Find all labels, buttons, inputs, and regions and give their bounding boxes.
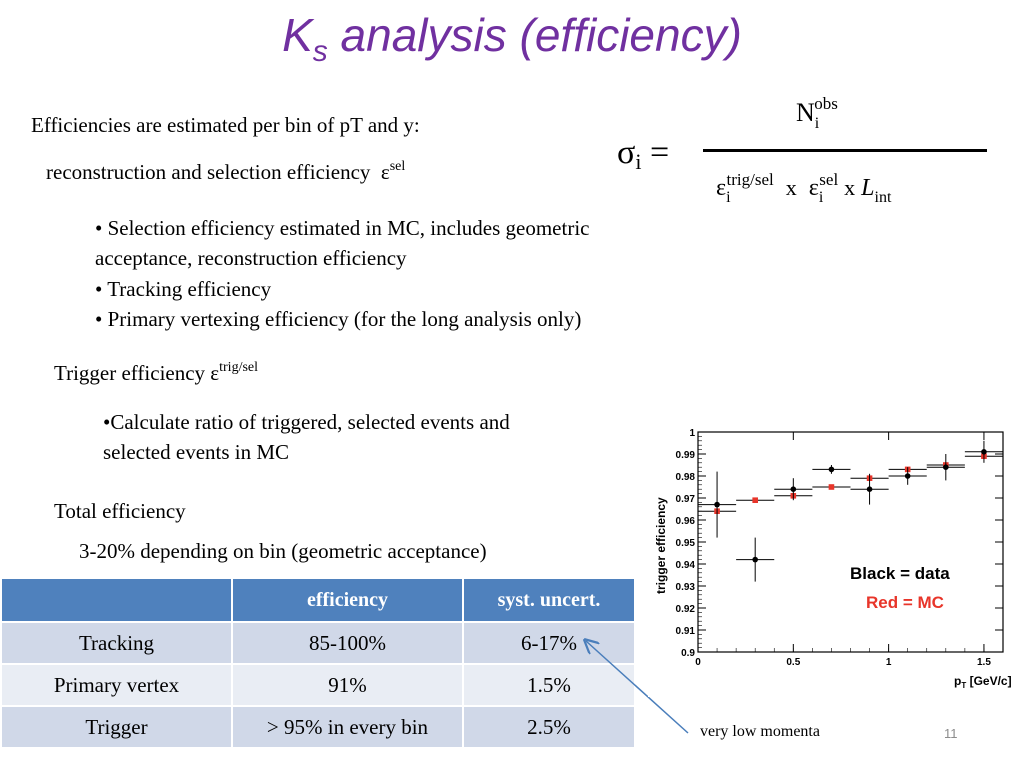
reco-bullet-1: • Selection efficiency estimated in MC, … — [95, 216, 590, 240]
table-cell: 6-17% — [462, 621, 636, 665]
total-efficiency-label: Total efficiency — [54, 499, 186, 523]
legend-data: Black = data — [850, 564, 950, 583]
x-tick-label: 1 — [886, 657, 892, 668]
trigger-bullet-1-cont: selected events in MC — [103, 440, 290, 465]
x-tick-label: 0 — [695, 657, 701, 668]
slide-title: Ks analysis (efficiency) — [0, 8, 1024, 69]
data-point — [714, 501, 720, 508]
y-tick-label: 0.99 — [676, 450, 696, 461]
numerator-sup: obs — [814, 94, 838, 113]
denom-eps1-sub: i — [726, 189, 731, 206]
data-point — [981, 449, 987, 455]
annotation-label: very low momenta — [700, 723, 820, 740]
table-cell: 91% — [231, 663, 464, 707]
table-cell: 2.5% — [462, 705, 636, 749]
y-tick-label: 0.92 — [676, 604, 696, 615]
y-tick-label: 0.91 — [676, 626, 696, 637]
y-tick-label: 1 — [689, 428, 695, 439]
sigma-symbol: σ — [617, 134, 636, 171]
data-point — [828, 466, 835, 473]
xlabel-t: T — [961, 681, 966, 690]
formula-numerator: Ni obs — [796, 94, 838, 133]
table-header-row: efficiency syst. uncert. — [0, 577, 636, 623]
table-row: Primary vertex 91% 1.5% — [0, 663, 636, 707]
table-cell: 85-100% — [231, 621, 464, 665]
x-tick-label: 0.5 — [786, 657, 800, 668]
y-tick-label: 0.94 — [676, 560, 696, 571]
table-row: Trigger > 95% in every bin 2.5% — [0, 705, 636, 749]
y-tick-label: 0.96 — [676, 516, 696, 527]
legend-mc: Red = MC — [866, 593, 944, 612]
efficiency-table: efficiency syst. uncert. Tracking 85-100… — [0, 577, 636, 749]
mc-point — [828, 484, 835, 490]
formula-lhs: σi = — [617, 134, 669, 175]
header-empty — [0, 577, 233, 623]
reco-bullet-1-cont: acceptance, reconstruction efficiency — [95, 246, 407, 271]
sigma-sub: i — [635, 149, 642, 174]
header-syst: syst. uncert. — [462, 577, 636, 623]
numerator-sub: i — [814, 115, 820, 132]
formula-denominator: εitrig/sel x εisel x Lint — [716, 170, 891, 207]
page-number: 11 — [944, 726, 958, 741]
data-point — [943, 464, 949, 470]
reco-efficiency-line: reconstruction and selection efficiency … — [46, 157, 405, 187]
intro-text: Efficiencies are estimated per bin of pT… — [31, 113, 420, 137]
table-cell: Primary vertex — [0, 663, 233, 707]
denom-eps2: ε — [808, 175, 819, 201]
total-efficiency-detail: 3-20% depending on bin (geometric accept… — [79, 539, 487, 563]
denom-eps2-sup: sel — [819, 170, 839, 189]
table-cell: > 95% in every bin — [231, 705, 464, 749]
trigger-efficiency-chart: 0.9 0.91 0.92 0.93 0.94 0.95 0.96 0.97 0.98 0.99 1… — [648, 422, 1018, 697]
reco-bullet-2: • Tracking efficiency — [95, 276, 272, 301]
times-2: x — [844, 175, 856, 200]
x-tick-label: 1.5 — [977, 657, 991, 668]
y-tick-label: 0.95 — [676, 538, 696, 549]
data-point — [790, 486, 797, 492]
y-tick-label: 0.98 — [676, 472, 696, 483]
mc-point — [752, 497, 758, 503]
denom-eps1-sup: trig/sel — [726, 170, 774, 189]
chart-x-axis-label: pT [GeV/c] — [954, 674, 1012, 690]
annotation-arrow — [570, 630, 689, 734]
reco-sup: sel — [389, 159, 406, 174]
trigger-bullets: •Calculate ratio of triggered, selected … — [103, 407, 510, 468]
chart-y-axis-label: trigger efficiency — [654, 497, 668, 594]
title-k: K — [282, 9, 313, 61]
data-point — [752, 556, 758, 563]
trigger-bullet-1: •Calculate ratio of triggered, selected … — [103, 410, 510, 434]
y-tick-label: 0.93 — [676, 582, 696, 593]
xlabel-p: p — [954, 674, 961, 688]
luminosity-sub: int — [874, 189, 892, 206]
table-cell: Tracking — [0, 621, 233, 665]
denom-eps2-sub: i — [818, 189, 824, 206]
reco-label: reconstruction and selection efficiency — [46, 160, 371, 184]
y-tick-label: 0.97 — [676, 494, 696, 505]
data-point — [866, 486, 873, 492]
equals-sign: = — [649, 134, 670, 171]
trigger-efficiency-line: Trigger efficiency εtrig/sel — [54, 358, 258, 388]
y-tick-label: 0.9 — [681, 648, 695, 659]
luminosity-l: L — [861, 175, 875, 201]
table-row: Tracking 85-100% 6-17% — [0, 621, 636, 665]
title-rest: analysis (efficiency) — [327, 9, 742, 61]
reco-bullets: • Selection efficiency estimated in MC, … — [95, 213, 589, 335]
header-efficiency: efficiency — [231, 577, 464, 623]
title-subscript: s — [312, 35, 328, 68]
data-point — [904, 473, 911, 479]
fraction-bar — [703, 149, 987, 152]
trigger-label: Trigger efficiency — [54, 361, 206, 385]
xlabel-rest: [GeV/c] — [966, 674, 1011, 688]
chart-background — [648, 422, 1018, 697]
reco-bullet-3: • Primary vertexing efficiency (for the … — [95, 307, 582, 332]
numerator-n: N — [796, 98, 815, 127]
table-cell: Trigger — [0, 705, 233, 749]
reco-symbol: ε — [380, 160, 390, 184]
times-1: x — [785, 175, 797, 200]
trigger-symbol: ε — [210, 361, 220, 385]
denom-eps1: ε — [716, 175, 727, 201]
trigger-sup: trig/sel — [219, 360, 259, 375]
